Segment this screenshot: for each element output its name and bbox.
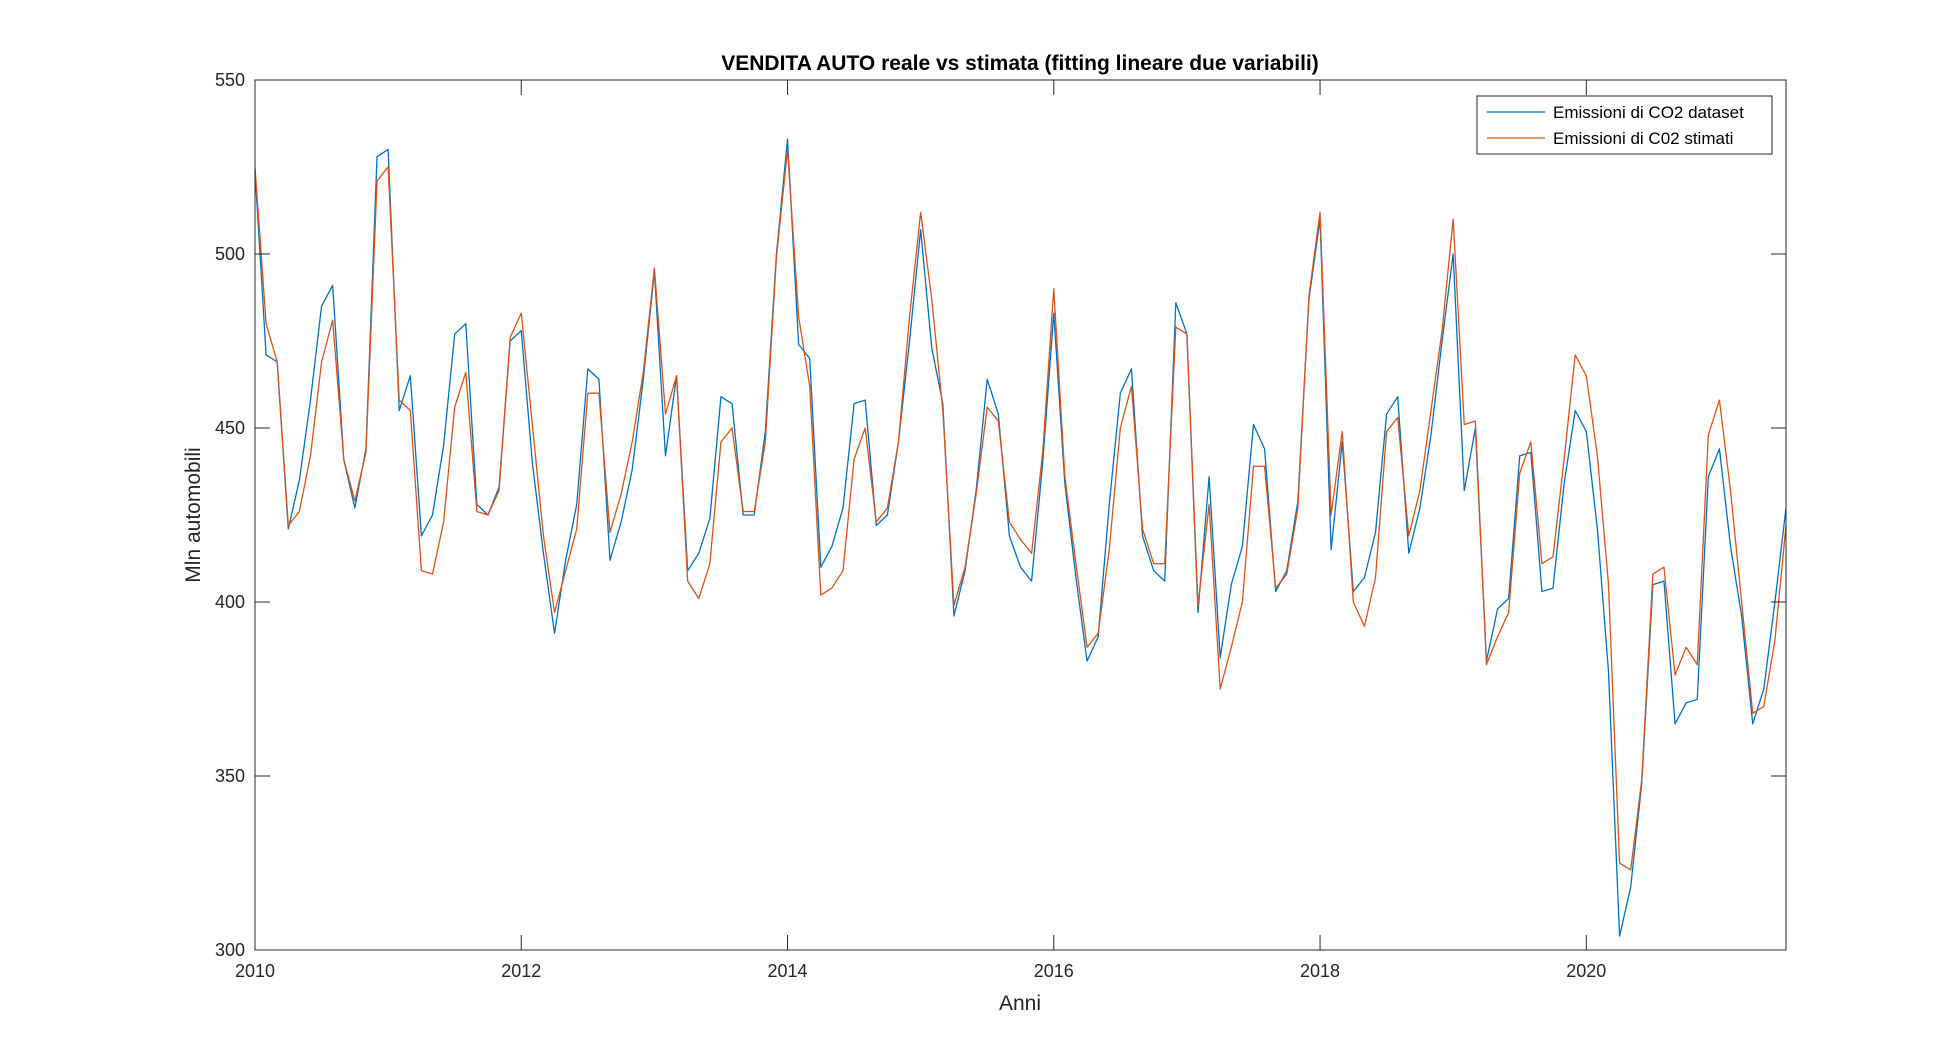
y-tick-label: 550: [215, 70, 245, 90]
plot-background: [255, 80, 1786, 950]
x-axis: 2010 2012 2014 2016 2018 2020: [235, 80, 1606, 981]
legend-entry-estimated: Emissioni di C02 stimati: [1553, 129, 1733, 148]
y-tick-label: 300: [215, 940, 245, 960]
y-tick-label: 450: [215, 418, 245, 438]
x-axis-label: Anni: [999, 992, 1041, 1015]
x-tick-label: 2020: [1566, 961, 1606, 981]
x-tick-label: 2010: [235, 961, 275, 981]
plot-frame: [254, 79, 1787, 951]
legend-box: [1476, 95, 1773, 155]
legend: Emissioni di CO2 dataset Emissioni di C0…: [1476, 95, 1773, 155]
x-tick-label: 2014: [767, 961, 807, 981]
legend-entry-dataset: Emissioni di CO2 dataset: [1553, 103, 1744, 122]
x-tick-label: 2016: [1034, 961, 1074, 981]
y-tick-label: 500: [215, 244, 245, 264]
y-tick-label: 400: [215, 592, 245, 612]
y-tick-label: 350: [215, 766, 245, 786]
x-tick-label: 2012: [501, 961, 541, 981]
series-line-estimated: [254, 148, 1787, 871]
y-axis-label: Mln automobili: [182, 447, 205, 582]
x-tick-label: 2018: [1300, 961, 1340, 981]
chart-title: VENDITA AUTO reale vs stimata (fitting l…: [721, 52, 1319, 75]
series-layer: [254, 138, 1787, 937]
y-axis: 300 350 400 450 500 550: [215, 70, 1786, 960]
